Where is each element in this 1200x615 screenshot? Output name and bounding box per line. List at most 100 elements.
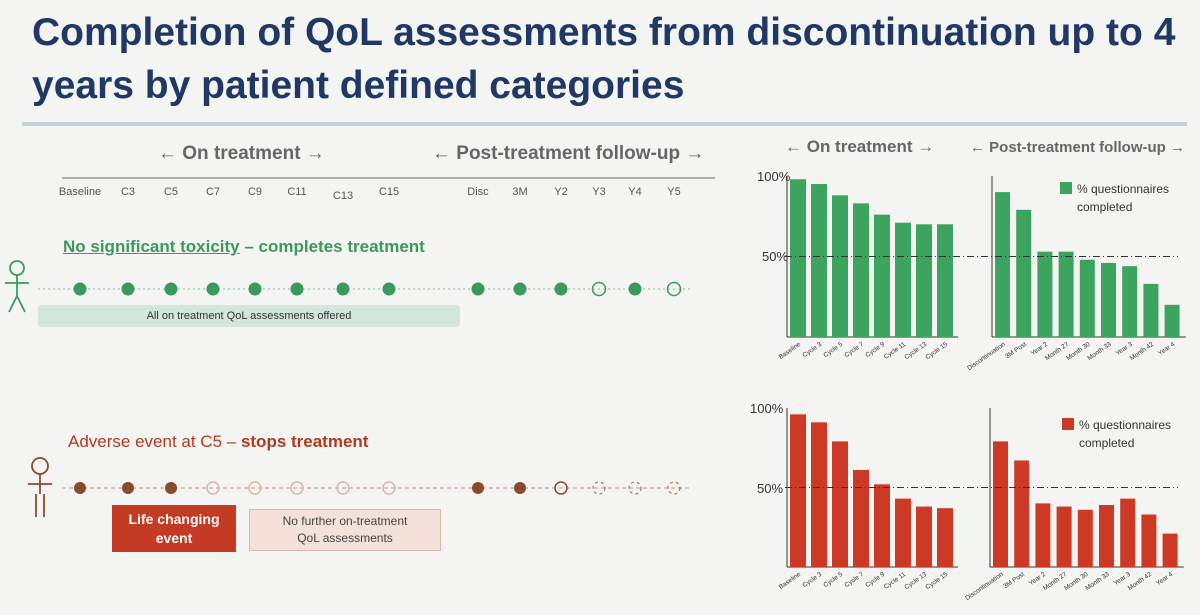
bar [1035,503,1051,567]
x-tick-label: Cycle 13 [903,341,928,361]
patient-icon-red [28,457,52,517]
x-tick-label: Cycle 5 [822,571,844,589]
assessment-dot-filled [382,282,396,296]
bar [1162,533,1178,567]
timeline-tick-label: C7 [206,186,220,198]
legend-swatch [1060,182,1072,194]
bar [995,192,1010,337]
x-tick-label: Cycle 5 [822,341,844,359]
x-tick-label: Month 33 [1086,341,1113,362]
assessment-dot-dashed [592,481,606,495]
timeline-diagram: Baseline C3 C5 C7 C9 C11 C13 C15 Disc 3M Y2 Y3 Y4 Y5 [5,177,715,517]
bar [1014,460,1030,567]
bar [916,506,932,567]
assessment-dot-filled [513,282,527,296]
timeline-tick-label: C3 [121,186,135,198]
assessment-dot-filled [472,482,484,494]
timeline-tick-label: C13 [333,190,353,202]
x-tick-label: Baseline [778,571,803,591]
green-assessment-dots [73,281,682,297]
assessment-dot-filled [121,282,135,296]
slide-title: Completion of QoL assessments from disco… [32,11,1176,107]
bar [1016,209,1032,337]
assessment-dot-filled [471,282,485,296]
bar [874,214,890,337]
green-heading-underlined: No significant toxicity [63,237,240,256]
timeline-tick-label: C5 [164,186,178,198]
red-scenario-heading: Adverse event at C5 – stops treatment [68,432,368,452]
x-tick-label: 3M Post [1002,571,1026,591]
x-tick-label: Cycle 7 [843,341,865,359]
assessment-dot-filled [628,282,642,296]
x-tick-label: Year 4 [1157,341,1177,358]
assessment-dot-open [290,481,304,495]
x-tick-label: Cycle 15 [924,341,949,361]
assessment-dot-filled [554,282,568,296]
bar [1058,251,1074,337]
bar [1141,514,1157,567]
title-divider [22,122,1187,126]
assessment-dot-open [591,281,607,297]
green-scenario-note: All on treatment QoL assessments offered [38,305,460,327]
assessment-dot-filled [165,482,177,494]
assessment-dot-filled [74,482,86,494]
timeline-tick-label: 3M [512,186,527,198]
bar [853,470,869,567]
bar [1099,504,1114,567]
assessment-dot-filled [122,482,134,494]
assessment-dot-open [554,481,568,495]
x-tick-label: Month 42 [1127,571,1154,592]
bar [1079,259,1095,337]
bar [895,498,911,567]
timeline-on-treatment-label: ← On treatment → [158,143,325,164]
legend-swatch [1062,418,1074,430]
legend-label: completed [1079,436,1134,450]
life-changing-event-box: Life changing event [112,505,236,552]
assessment-dot-dashed [667,481,681,495]
legend-label: % questionnaires [1077,182,1169,196]
bar [895,222,911,337]
bar [993,441,1008,567]
timeline-tick-label: Y3 [592,186,605,198]
timeline-post-treatment-label: ← Post-treatment follow-up → [432,143,705,164]
assessment-dot-filled [164,282,178,296]
y-tick-label: 50% [762,249,788,264]
bar [853,203,869,337]
y-tick-label: 100% [750,401,784,416]
green-scenario-heading: No significant toxicity – completes trea… [63,237,425,257]
bar [1056,506,1072,567]
bar [1143,283,1159,337]
x-tick-label: Cycle 11 [883,571,908,591]
assessment-dot-filled [290,282,304,296]
no-further-assessments-box: No further on-treatment QoL assessments [249,509,441,551]
timeline-tick-label: Y5 [667,186,680,198]
red-heading-plain: Adverse event at C5 – [68,432,241,451]
timeline-tick-label: Y2 [554,186,567,198]
legend-label: completed [1077,200,1132,214]
bar [1120,498,1136,567]
legend-label: % questionnaires [1079,418,1171,432]
x-tick-label: Cycle 3 [801,341,823,359]
chart-green: 100% 50% Baseline Cycle 3 Cycle 5 Cycle 7 Cycl… [757,169,1186,372]
bar [1101,262,1116,337]
timeline-tick-label: C11 [287,186,306,198]
x-tick-label: Cycle 13 [903,571,928,591]
assessment-dot-open [666,281,682,297]
charts-post-treatment-label: ← Post-treatment follow-up → [970,139,1185,156]
bar [1037,251,1053,337]
assessment-dot-open [382,481,396,495]
timeline-tick-label: C15 [379,186,399,198]
x-tick-label: Year 4 [1155,571,1175,588]
timeline-tick-label: Disc [467,186,489,198]
assessment-dot-filled [336,282,350,296]
bar [790,414,806,567]
bar [811,184,827,337]
x-tick-label: Cycle 11 [883,341,908,361]
x-tick-label: Discontinuation [966,341,1007,372]
bar [832,195,848,337]
bar [937,508,953,567]
patient-icon-green [5,260,29,313]
timeline-tick-labels: Baseline C3 C5 C7 C9 C11 C13 C15 Disc 3M Y2 Y3 Y4 Y5 [59,186,681,202]
assessment-dot-filled [73,282,87,296]
